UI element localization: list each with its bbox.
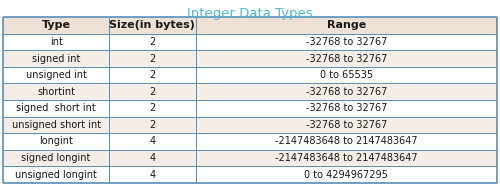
Text: signed int: signed int <box>32 53 80 63</box>
Bar <box>3 67 497 83</box>
Text: 2: 2 <box>150 70 156 80</box>
Text: -32768 to 32767: -32768 to 32767 <box>306 37 387 47</box>
Bar <box>3 100 497 117</box>
Text: 0 to 4294967295: 0 to 4294967295 <box>304 170 388 180</box>
Text: Range: Range <box>326 20 366 30</box>
Text: 0 to 65535: 0 to 65535 <box>320 70 373 80</box>
Bar <box>3 34 497 50</box>
Bar <box>3 50 497 67</box>
Text: -32768 to 32767: -32768 to 32767 <box>306 120 387 130</box>
Bar <box>3 117 497 133</box>
Text: unsigned short int: unsigned short int <box>12 120 101 130</box>
Text: 2: 2 <box>150 120 156 130</box>
Text: 4: 4 <box>150 137 156 147</box>
Text: unsigned longint: unsigned longint <box>15 170 97 180</box>
Text: -2147483648 to 2147483647: -2147483648 to 2147483647 <box>275 153 418 163</box>
Text: -32768 to 32767: -32768 to 32767 <box>306 53 387 63</box>
Text: 2: 2 <box>150 103 156 113</box>
Text: -32768 to 32767: -32768 to 32767 <box>306 87 387 97</box>
Text: int: int <box>50 37 62 47</box>
Bar <box>3 17 497 34</box>
Text: signed  short int: signed short int <box>16 103 96 113</box>
Text: -2147483648 to 2147483647: -2147483648 to 2147483647 <box>275 137 418 147</box>
Text: signed longint: signed longint <box>22 153 91 163</box>
Text: 2: 2 <box>150 37 156 47</box>
Bar <box>3 150 497 166</box>
Bar <box>3 133 497 150</box>
Bar <box>3 166 497 183</box>
Text: Size(in bytes): Size(in bytes) <box>110 20 196 30</box>
Text: unsigned int: unsigned int <box>26 70 86 80</box>
Text: longint: longint <box>39 137 73 147</box>
Text: 4: 4 <box>150 170 156 180</box>
Text: 2: 2 <box>150 53 156 63</box>
Text: Type: Type <box>42 20 70 30</box>
Text: 4: 4 <box>150 153 156 163</box>
Text: 2: 2 <box>150 87 156 97</box>
Bar <box>3 83 497 100</box>
Text: shortint: shortint <box>37 87 75 97</box>
Text: -32768 to 32767: -32768 to 32767 <box>306 103 387 113</box>
Text: Integer Data Types: Integer Data Types <box>187 7 313 20</box>
